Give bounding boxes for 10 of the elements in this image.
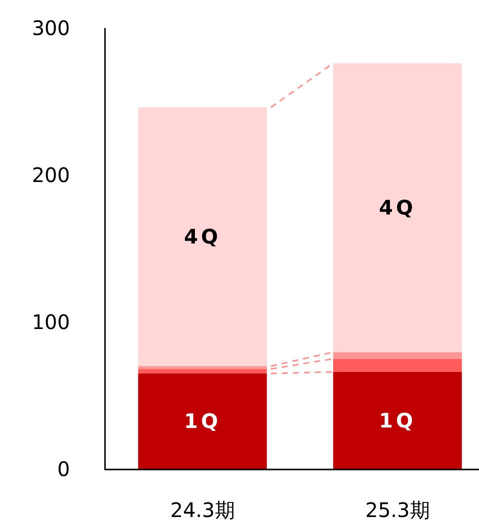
- y-tick-label: 300: [32, 16, 70, 40]
- series-label: 1Q: [184, 409, 221, 434]
- series-label: 4Q: [184, 224, 221, 249]
- y-tick-label: 200: [32, 163, 70, 187]
- x-tick-label: 25.3期: [365, 498, 430, 520]
- text: 4Q: [379, 196, 416, 220]
- x-tick-label: 24.3期: [170, 498, 235, 520]
- text: 1Q: [379, 408, 416, 432]
- y-tick-label: 0: [57, 457, 70, 481]
- y-tick-label: 100: [32, 310, 70, 334]
